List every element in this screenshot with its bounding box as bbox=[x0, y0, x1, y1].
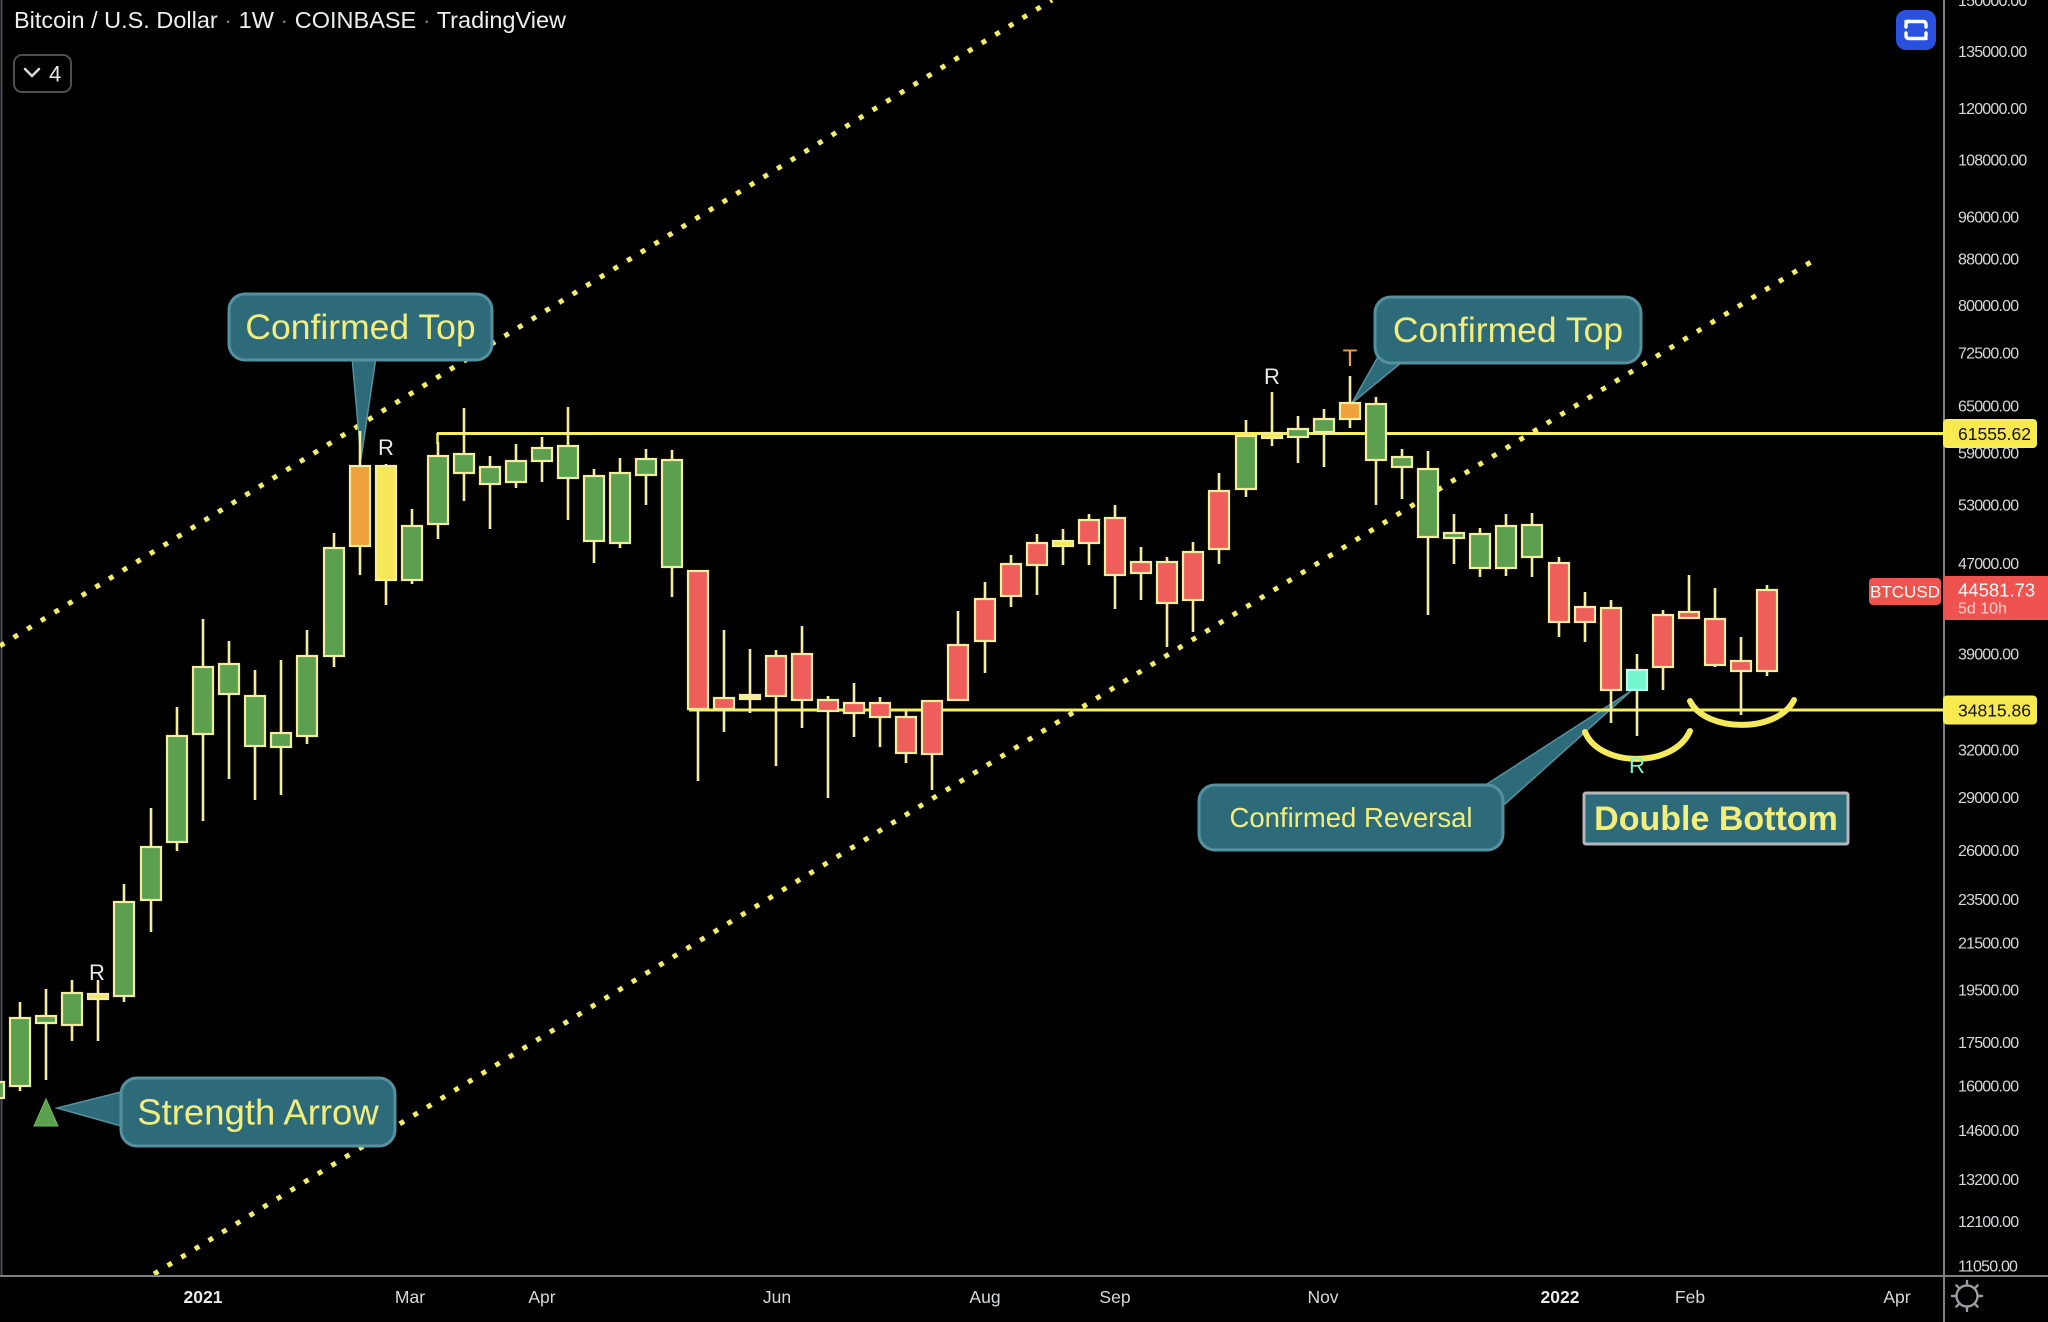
svg-text:34815.86: 34815.86 bbox=[1958, 701, 2031, 721]
svg-text:Apr: Apr bbox=[1883, 1287, 1910, 1307]
svg-text:44581.73: 44581.73 bbox=[1958, 580, 2035, 601]
svg-text:Confirmed Top: Confirmed Top bbox=[245, 307, 475, 347]
svg-text:16000.00: 16000.00 bbox=[1958, 1079, 2019, 1096]
svg-text:88000.00: 88000.00 bbox=[1958, 252, 2019, 269]
svg-text:4: 4 bbox=[49, 62, 61, 87]
svg-text:13200.00: 13200.00 bbox=[1958, 1172, 2019, 1189]
svg-text:Aug: Aug bbox=[969, 1287, 1000, 1307]
svg-text:Double Bottom: Double Bottom bbox=[1594, 800, 1838, 838]
svg-text:2022: 2022 bbox=[1541, 1287, 1580, 1307]
svg-text:5d 10h: 5d 10h bbox=[1958, 601, 2007, 618]
svg-text:2021: 2021 bbox=[184, 1287, 223, 1307]
svg-text:29000.00: 29000.00 bbox=[1958, 790, 2019, 807]
svg-text:53000.00: 53000.00 bbox=[1958, 498, 2019, 515]
svg-text:R: R bbox=[89, 960, 105, 985]
svg-text:Jun: Jun bbox=[763, 1287, 791, 1307]
svg-text:Strength Arrow: Strength Arrow bbox=[137, 1092, 379, 1133]
svg-text:135000.00: 135000.00 bbox=[1958, 44, 2027, 61]
svg-text:23500.00: 23500.00 bbox=[1958, 892, 2019, 909]
svg-text:19500.00: 19500.00 bbox=[1958, 983, 2019, 1000]
svg-text:R: R bbox=[1264, 364, 1280, 389]
svg-text:120000.00: 120000.00 bbox=[1958, 101, 2027, 118]
svg-text:T: T bbox=[1343, 345, 1358, 372]
svg-text:96000.00: 96000.00 bbox=[1958, 209, 2019, 226]
svg-text:R: R bbox=[378, 435, 394, 460]
svg-text:17500.00: 17500.00 bbox=[1958, 1035, 2019, 1052]
svg-text:14600.00: 14600.00 bbox=[1958, 1123, 2019, 1140]
svg-text:Mar: Mar bbox=[395, 1287, 425, 1307]
svg-text:Sep: Sep bbox=[1099, 1287, 1130, 1307]
svg-text:150000.00: 150000.00 bbox=[1958, 0, 2027, 10]
svg-text:Apr: Apr bbox=[528, 1287, 555, 1307]
svg-text:26000.00: 26000.00 bbox=[1958, 843, 2019, 860]
svg-text:12100.00: 12100.00 bbox=[1958, 1214, 2019, 1231]
svg-text:108000.00: 108000.00 bbox=[1958, 152, 2027, 169]
svg-text:Bitcoin / U.S. Dollar · 1W · C: Bitcoin / U.S. Dollar · 1W · COINBASE · … bbox=[14, 7, 567, 33]
svg-text:Confirmed Reversal: Confirmed Reversal bbox=[1229, 802, 1472, 833]
svg-text:65000.00: 65000.00 bbox=[1958, 399, 2019, 416]
svg-text:BTCUSD: BTCUSD bbox=[1870, 583, 1940, 602]
svg-text:72500.00: 72500.00 bbox=[1958, 346, 2019, 363]
svg-text:80000.00: 80000.00 bbox=[1958, 298, 2019, 315]
svg-text:59000.00: 59000.00 bbox=[1958, 446, 2019, 463]
svg-text:61555.62: 61555.62 bbox=[1958, 424, 2031, 444]
svg-text:39000.00: 39000.00 bbox=[1958, 646, 2019, 663]
svg-text:R: R bbox=[1629, 753, 1645, 778]
svg-text:32000.00: 32000.00 bbox=[1958, 742, 2019, 759]
svg-text:11050.00: 11050.00 bbox=[1958, 1258, 2018, 1275]
svg-text:21500.00: 21500.00 bbox=[1958, 935, 2019, 952]
svg-text:Nov: Nov bbox=[1307, 1287, 1338, 1307]
svg-text:Feb: Feb bbox=[1675, 1287, 1705, 1307]
svg-text:Confirmed Top: Confirmed Top bbox=[1393, 310, 1623, 350]
svg-text:47000.00: 47000.00 bbox=[1958, 556, 2019, 573]
